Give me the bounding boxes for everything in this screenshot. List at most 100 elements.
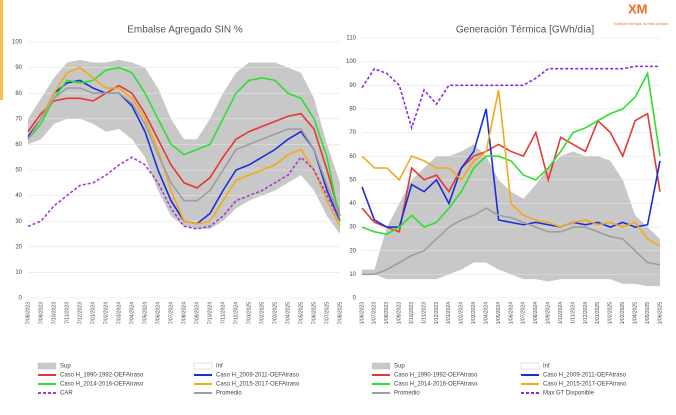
x-tick-label: 7/05/2025 — [298, 302, 304, 324]
x-tick-label: 1/07/2023 — [372, 302, 378, 324]
y-tick-label: 10 — [15, 270, 22, 276]
legend-label: Promedio — [216, 391, 242, 397]
y-tick-label: 80 — [15, 91, 22, 97]
logo-tagline: Somos energía, somos pasión — [614, 21, 668, 26]
y-tick-label: 80 — [349, 106, 356, 112]
x-tick-label: 7/07/2025 — [324, 302, 330, 324]
chart-title: Generación Térmica [GWh/día] — [456, 25, 594, 36]
y-tick-label: 50 — [349, 177, 356, 183]
y-tick-label: 100 — [346, 59, 357, 65]
edge-accent — [0, 0, 3, 100]
x-tick-label: 7/02/2024 — [103, 302, 109, 324]
y-tick-label: 40 — [349, 201, 356, 207]
legend-label: Caso H_2009-2011-OEFAtraso — [216, 373, 300, 379]
y-tick-label: 60 — [349, 154, 356, 160]
x-tick-label: 7/08/2024 — [181, 302, 187, 324]
x-tick-label: 7/06/2024 — [155, 302, 161, 324]
legend-swatch — [371, 362, 391, 370]
x-tick-label: 1/10/2023 — [409, 302, 415, 324]
x-tick-label: 1/07/2024 — [521, 302, 527, 324]
x-tick-label: 1/06/2025 — [657, 302, 663, 324]
x-tick-label: 1/06/2024 — [508, 302, 514, 324]
legend-label: CAR — [60, 391, 73, 397]
legend-label: Inf — [543, 364, 550, 370]
chart-title: Embalse Agregado SIN % — [127, 25, 243, 36]
y-tick-label: 40 — [15, 193, 22, 199]
x-tick-label: 1/06/2023 — [359, 302, 365, 324]
legend-swatch — [520, 362, 540, 370]
y-tick-label: 20 — [349, 248, 356, 254]
x-tick-label: 7/03/2025 — [272, 302, 278, 324]
legend-label: Caso H_2015-2017-OEFAtraso — [216, 382, 300, 388]
series-line — [361, 70, 661, 236]
x-tick-label: 7/07/2024 — [168, 302, 174, 324]
legend-label: Sup — [60, 364, 71, 370]
y-tick-label: 50 — [15, 168, 22, 174]
x-tick-label: 1/02/2025 — [608, 302, 614, 324]
x-tick-label: 1/09/2023 — [397, 302, 403, 324]
x-tick-label: 1/03/2024 — [471, 302, 477, 324]
x-tick-label: 7/12/2023 — [77, 302, 83, 324]
legend-label: Caso H_2014-2016-OEFAtraso — [394, 382, 478, 388]
legend-swatch — [193, 362, 213, 370]
x-tick-label: 7/10/2023 — [51, 302, 57, 324]
x-tick-label: 7/04/2025 — [285, 302, 291, 324]
x-tick-label: 1/12/2024 — [583, 302, 589, 324]
series-line — [361, 112, 661, 233]
x-tick-label: 7/09/2023 — [38, 302, 44, 324]
y-tick-label: 30 — [15, 219, 22, 225]
y-tick-label: 110 — [346, 36, 356, 42]
x-tick-label: 1/04/2024 — [483, 302, 489, 324]
x-tick-label: 7/10/2024 — [207, 302, 213, 324]
y-tick-label: 90 — [349, 83, 356, 89]
x-tick-label: 1/09/2024 — [546, 302, 552, 324]
y-tick-label: 70 — [349, 130, 356, 136]
x-tick-label: 1/11/2024 — [570, 302, 576, 324]
series-line — [27, 66, 341, 227]
area — [362, 262, 660, 298]
logo: XM — [628, 1, 648, 16]
x-tick-label: 1/01/2025 — [595, 302, 601, 324]
y-tick-label: 70 — [15, 116, 22, 122]
x-tick-label: 1/11/2023 — [421, 302, 427, 324]
series-line — [27, 87, 341, 217]
x-tick-label: 7/08/2023 — [25, 302, 31, 324]
x-tick-label: 7/11/2024 — [220, 302, 226, 324]
x-tick-label: 7/01/2024 — [90, 302, 96, 324]
x-tick-label: 1/01/2024 — [446, 302, 452, 324]
x-tick-label: 1/08/2023 — [384, 302, 390, 324]
area — [28, 118, 340, 298]
x-tick-label: 1/12/2023 — [434, 302, 440, 324]
x-tick-label: 7/12/2024 — [233, 302, 239, 324]
legend-swatch — [37, 362, 57, 370]
x-tick-label: 7/02/2025 — [259, 302, 265, 324]
x-tick-label: 7/04/2024 — [129, 302, 135, 324]
legend-label: Inf — [216, 364, 223, 370]
x-tick-label: 1/05/2024 — [496, 302, 502, 324]
x-tick-label: 1/03/2025 — [620, 302, 626, 324]
area — [362, 144, 660, 298]
legend-label: Caso H_2015-2017-OEFAtraso — [543, 382, 627, 388]
y-tick-label: 30 — [349, 225, 356, 231]
series-line — [27, 155, 341, 230]
series-line — [361, 65, 660, 131]
series-line — [361, 108, 661, 228]
y-tick-label: 60 — [15, 142, 22, 148]
legend-label: Caso H_1990-1992-OEFAtraso — [394, 373, 478, 379]
y-tick-label: 100 — [12, 40, 23, 46]
x-tick-label: 1/08/2024 — [533, 302, 539, 324]
x-tick-label: 7/05/2024 — [142, 302, 148, 324]
x-tick-label: 1/05/2025 — [645, 302, 651, 324]
x-tick-label: 1/02/2024 — [459, 302, 465, 324]
legend-label: Caso H_2014-2016-OEFAtraso — [60, 382, 144, 388]
legend-label: Caso H_1990-1992-OEFAtraso — [60, 373, 144, 379]
y-tick-label: 90 — [15, 65, 22, 71]
legend-label: Max GT Disponible — [543, 391, 595, 397]
series-line — [362, 207, 661, 276]
x-tick-label: 7/09/2024 — [194, 302, 200, 324]
series-line — [27, 84, 341, 217]
x-tick-label: 7/03/2024 — [116, 302, 122, 324]
x-tick-label: 7/11/2023 — [64, 302, 70, 324]
y-tick-label: 0 — [19, 296, 23, 302]
